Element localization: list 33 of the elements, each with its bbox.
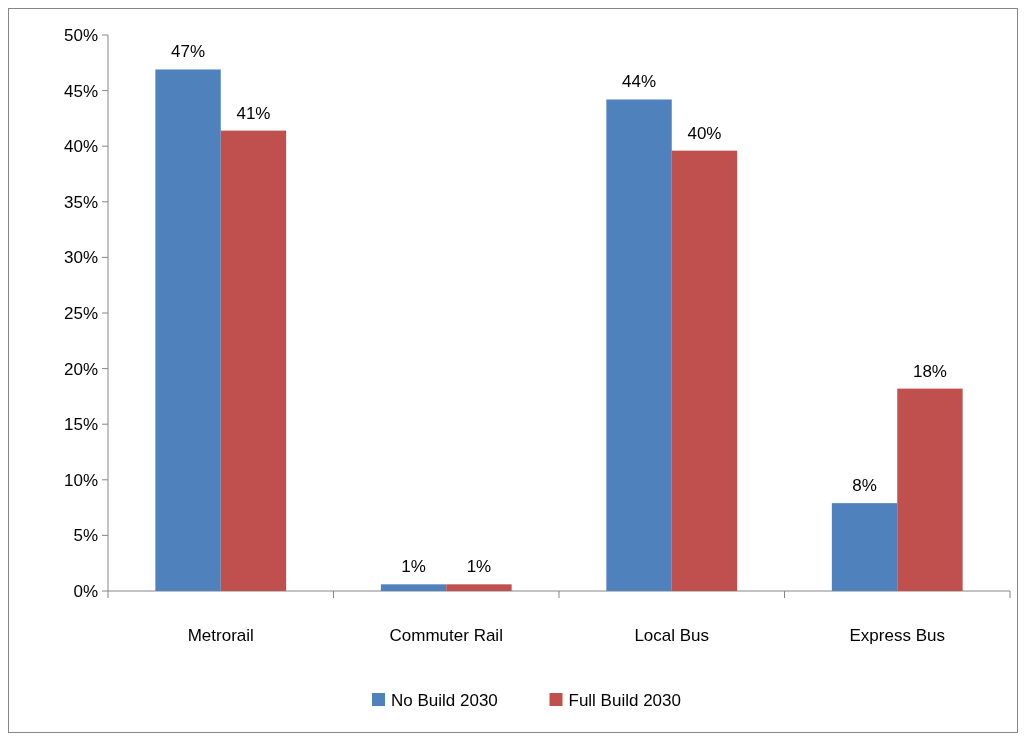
bar <box>446 584 512 591</box>
bar <box>897 388 963 591</box>
bar <box>380 584 447 591</box>
data-label: 41% <box>236 103 271 123</box>
y-tick-label: 40% <box>63 137 98 157</box>
data-label: 1% <box>401 557 426 577</box>
x-tick-label: Metrorail <box>187 626 254 645</box>
bar <box>831 503 898 591</box>
data-label: 18% <box>912 361 947 381</box>
y-tick-label: 35% <box>63 192 98 212</box>
y-tick-label: 45% <box>63 81 98 101</box>
y-tick-label: 25% <box>63 303 98 323</box>
y-tick-label: 5% <box>73 526 98 546</box>
data-label: 40% <box>687 123 722 143</box>
legend-label: Full Build 2030 <box>568 690 681 710</box>
data-label: 8% <box>852 476 877 496</box>
x-tick-label: Local Bus <box>634 626 710 645</box>
y-tick-label: 10% <box>63 470 98 490</box>
legend-label: No Build 2030 <box>391 690 498 710</box>
x-tick-label: Express Bus <box>849 626 945 645</box>
y-tick-label: 30% <box>63 248 98 268</box>
y-tick-label: 20% <box>63 359 98 379</box>
y-tick-label: 0% <box>73 581 98 601</box>
x-tick-label: Commuter Rail <box>389 626 503 645</box>
data-label: 47% <box>171 42 206 62</box>
data-label: 1% <box>466 557 492 577</box>
data-label: 44% <box>622 72 657 92</box>
bar <box>671 150 738 591</box>
y-tick-label: 50% <box>63 25 98 45</box>
y-tick-label: 15% <box>63 415 98 435</box>
bar <box>220 130 287 591</box>
bar <box>155 69 221 591</box>
bar <box>606 99 672 591</box>
